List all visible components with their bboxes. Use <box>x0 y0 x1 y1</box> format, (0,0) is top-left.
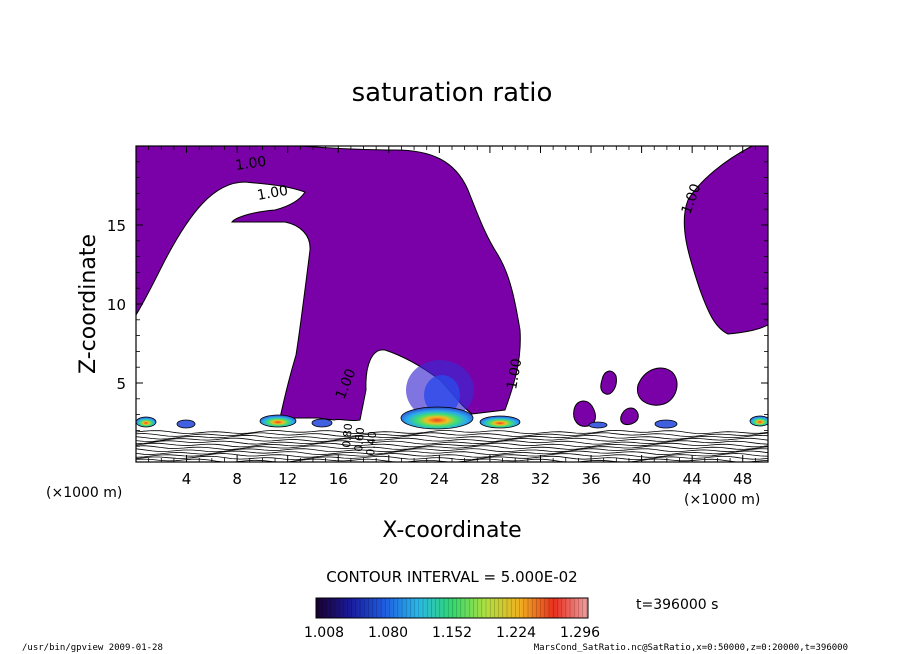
x-axis: 4 8 12 16 20 24 28 32 36 40 44 48 <box>148 146 756 488</box>
colorbar-tick-label: 1.008 <box>304 625 344 641</box>
contour-field <box>136 146 768 462</box>
supersat-region-right <box>683 146 768 335</box>
supersat-region-left <box>136 146 521 422</box>
surface-hotspot <box>749 415 768 427</box>
contour-interval: CONTOUR INTERVAL = 5.000E-02 <box>326 568 577 586</box>
y-tick-label: 10 <box>107 296 126 314</box>
x-tick-label: 8 <box>232 470 242 488</box>
supersat-blob <box>620 407 639 425</box>
colorbar-stripes <box>317 599 588 617</box>
surface-contour-line <box>136 442 768 448</box>
colorbar-tick-label: 1.080 <box>368 625 408 641</box>
surface-hotspot <box>400 406 474 430</box>
x-tick-label: 28 <box>480 470 499 488</box>
surface-contour-line <box>136 448 768 453</box>
x-tick-label: 48 <box>733 470 752 488</box>
contour-label: 0.40 <box>364 431 379 457</box>
y-tick-label: 5 <box>116 375 126 393</box>
surface-contour-line <box>136 453 768 458</box>
footer-left: /usr/bin/gpview 2009-01-28 <box>22 643 163 653</box>
x-tick-label: 44 <box>683 470 702 488</box>
surface-contour-line <box>136 432 768 437</box>
x-tick-label: 4 <box>182 470 192 488</box>
x-tick-label: 12 <box>278 470 297 488</box>
x-axis-label: X-coordinate <box>382 518 521 543</box>
surface-contour-line <box>136 450 768 456</box>
high-ratio-core <box>424 375 460 415</box>
contour-label: 1.00 <box>504 357 525 390</box>
colorbar-tick-label: 1.152 <box>432 625 472 641</box>
supersat-blob <box>573 400 596 427</box>
surface-hotspot <box>588 421 608 429</box>
surface-contour-line <box>136 429 768 435</box>
contour-label: 0.60 <box>352 427 367 453</box>
surface-hotspot <box>259 414 297 428</box>
x-tick-label: 16 <box>329 470 348 488</box>
surface-contour-line <box>136 440 768 445</box>
chart-title: saturation ratio <box>352 78 553 108</box>
time-label: t=396000 s <box>636 597 718 613</box>
colorbar-tick-label: 1.224 <box>496 625 536 641</box>
surface-contour-line <box>136 437 768 442</box>
x-tick-label: 20 <box>379 470 398 488</box>
x-tick-label: 24 <box>430 470 449 488</box>
surface-hotspot <box>311 418 333 428</box>
y-axis: 5 10 15 <box>107 161 768 447</box>
y-axis-label: Z-coordinate <box>76 234 101 374</box>
x-unit-right: (×1000 m) <box>684 492 760 508</box>
colorbar-fill <box>315 597 589 619</box>
x-tick-label: 32 <box>531 470 550 488</box>
footer-right: MarsCond_SatRatio.nc@SatRatio,x=0:50000,… <box>534 643 848 653</box>
contour-label: 1.00 <box>256 183 289 204</box>
x-unit-left: (×1000 m) <box>46 485 122 501</box>
contour-label: 0.80 <box>340 423 355 449</box>
colorbar-tick-label: 1.296 <box>560 625 600 641</box>
surface-hotspot <box>136 416 157 428</box>
surface-contour-lines <box>136 429 768 462</box>
surface-contour-line <box>136 445 768 450</box>
supersat-blob <box>600 370 617 395</box>
surface-hotspot <box>176 419 196 429</box>
colorbar: 1.008 1.080 1.152 1.224 1.296 <box>304 597 600 641</box>
surface-hotspot <box>654 419 678 429</box>
y-tick-label: 15 <box>107 217 126 235</box>
supersat-blob <box>636 367 678 406</box>
x-tick-label: 40 <box>632 470 651 488</box>
colorbar-ticks: 1.008 1.080 1.152 1.224 1.296 <box>304 625 600 641</box>
surface-contour-line <box>136 434 768 440</box>
contour-label: 1.00 <box>234 154 267 174</box>
surface-hotspot <box>479 415 521 429</box>
surface-contour-line <box>136 455 768 461</box>
x-tick-label: 36 <box>581 470 600 488</box>
